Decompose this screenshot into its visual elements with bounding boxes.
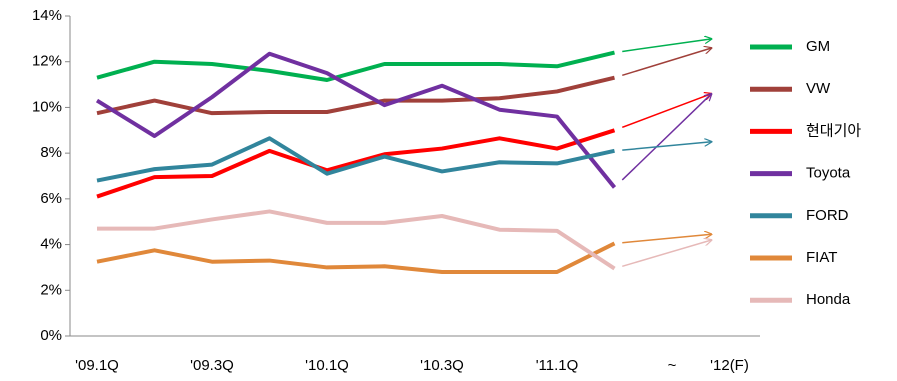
- legend-label: Honda: [806, 291, 851, 308]
- y-tick-label: 14%: [32, 7, 62, 24]
- forecast-arrow: [622, 39, 711, 53]
- legend-label: Toyota: [806, 165, 851, 182]
- forecast-arrow: [621, 94, 711, 181]
- y-tick-label: 12%: [32, 53, 62, 70]
- series-line: [96, 128, 616, 199]
- legend-label: 현대기아: [806, 122, 861, 139]
- x-tick-label: '09.1Q: [75, 357, 119, 374]
- series-line: [96, 50, 615, 82]
- legend-label: FORD: [806, 207, 849, 224]
- series-line: [97, 209, 616, 271]
- y-tick-label: 0%: [40, 327, 62, 344]
- y-tick-label: 2%: [40, 281, 62, 298]
- forecast-arrow: [622, 234, 711, 244]
- legend-label: GM: [806, 38, 830, 55]
- y-tick-label: 10%: [32, 98, 62, 115]
- x-tick-label: '10.1Q: [305, 357, 349, 374]
- x-tick-label: '10.3Q: [420, 357, 464, 374]
- legend-label: FIAT: [806, 249, 837, 266]
- y-tick-label: 4%: [40, 236, 62, 253]
- series-line: [96, 241, 616, 274]
- x-tick-label: '12(F): [710, 357, 749, 374]
- series-line: [96, 136, 615, 183]
- x-tick-label: '11.1Q: [536, 357, 579, 374]
- x-tick-label: '09.3Q: [190, 357, 234, 374]
- x-tick-label: ~: [668, 357, 677, 374]
- forecast-arrow: [621, 94, 711, 129]
- forecast-arrow: [622, 240, 711, 268]
- legend-label: VW: [806, 80, 831, 97]
- y-tick-label: 6%: [40, 190, 62, 207]
- series-line: [96, 75, 615, 116]
- series-line: [95, 51, 617, 189]
- forecast-arrow: [622, 142, 711, 151]
- forecast-arrow: [622, 48, 711, 77]
- y-tick-label: 8%: [40, 144, 62, 161]
